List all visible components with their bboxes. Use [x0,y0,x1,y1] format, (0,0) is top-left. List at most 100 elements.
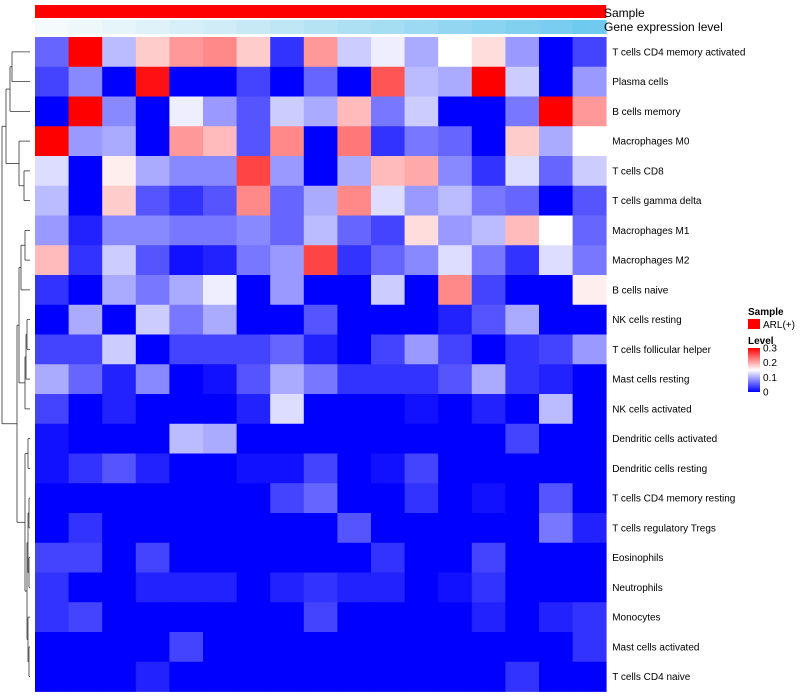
heatmap-cell [135,245,170,276]
heatmap-cell [471,304,506,335]
heatmap-cell [68,483,103,514]
heatmap-cell [35,334,69,365]
heatmap-cell [438,394,473,425]
heatmap-cell [35,453,69,484]
heatmap-cell [539,661,573,692]
heatmap-cell [102,245,137,276]
expression-annotation-cell [135,20,170,34]
heatmap-cell [371,632,405,663]
heatmap-cell [337,542,372,573]
heatmap-cell [539,185,573,216]
heatmap-cell [404,334,439,365]
heatmap-cell [539,394,573,425]
heatmap-cell [303,513,338,544]
heatmap-cell [337,245,372,276]
heatmap-cell [337,513,372,544]
heatmap-cell [539,602,573,633]
heatmap-cell [102,275,137,306]
heatmap-cell [438,632,473,663]
heatmap-cell [270,334,305,365]
heatmap-cell [471,602,506,633]
heatmap-cell [539,245,573,276]
row-label: T cells regulatory Tregs [612,523,716,534]
heatmap-cell [572,304,607,335]
expression-annotation-cell [68,20,103,34]
heatmap-cell [135,513,170,544]
legend-tick-label: 0 [763,388,769,399]
heatmap-cell [404,572,439,603]
heatmap-cell [236,126,271,157]
heatmap-cell [371,334,405,365]
heatmap-cell [236,423,271,454]
heatmap-cell [68,185,103,216]
heatmap-cell [303,572,338,603]
heatmap-cell [270,185,305,216]
heatmap-cell [236,453,271,484]
heatmap-cell [135,66,170,97]
heatmap-cell [270,215,305,246]
heatmap-cell [68,275,103,306]
heatmap-cell [102,453,137,484]
heatmap-cell [68,96,103,127]
heatmap-cell [203,542,237,573]
legend-tick-label: 0.2 [763,358,777,369]
heatmap-cell [102,37,137,68]
heatmap-cell [337,215,372,246]
heatmap-cell [337,453,372,484]
heatmap-cell [203,394,237,425]
heatmap-cell [203,423,237,454]
heatmap-cell [371,215,405,246]
heatmap-cell [135,364,170,395]
heatmap-cell [471,572,506,603]
heatmap-cell [471,661,506,692]
row-label: B cells memory [612,107,680,118]
heatmap-cell [337,394,372,425]
heatmap-cell [404,37,439,68]
heatmap-cell [203,275,237,306]
heatmap-cell [505,364,540,395]
heatmap-cell [404,275,439,306]
heatmap-cell [404,513,439,544]
row-label: Dendritic cells resting [612,464,707,475]
heatmap-cell [236,245,271,276]
heatmap-cell [303,334,338,365]
heatmap-cell [539,126,573,157]
heatmap-cell [303,304,338,335]
legend-sample-entry: ARL(+) [763,320,795,331]
heatmap-cell [404,394,439,425]
expression-track-label: Gene expression level [604,20,723,34]
heatmap-cell [35,394,69,425]
heatmap-cell [471,126,506,157]
heatmap-cell [35,572,69,603]
heatmap-cell [102,126,137,157]
heatmap-cell [270,156,305,187]
heatmap-cell [404,96,439,127]
heatmap-cell [270,423,305,454]
heatmap-cell [539,572,573,603]
heatmap-cell [236,632,271,663]
legend-color-bar [748,348,760,392]
heatmap-cell [404,483,439,514]
heatmap-cell [169,364,204,395]
heatmap-cell [539,334,573,365]
heatmap-cell [404,245,439,276]
heatmap-cell [169,632,204,663]
heatmap-cell [68,156,103,187]
expression-annotation-cell [270,20,305,34]
expression-annotation-cell [539,20,574,34]
heatmap-cell [438,37,473,68]
heatmap-cell [35,632,69,663]
heatmap-cell [203,66,237,97]
heatmap-cell [169,542,204,573]
heatmap-cell [539,215,573,246]
heatmap-cell [35,483,69,514]
heatmap-cell [236,37,271,68]
heatmap-cell [68,513,103,544]
heatmap-cell [35,245,69,276]
heatmap-cells [35,37,607,692]
heatmap-cell [135,185,170,216]
heatmap-cell [303,542,338,573]
heatmap-cell [270,394,305,425]
heatmap-cell [471,185,506,216]
heatmap-cell [438,364,473,395]
